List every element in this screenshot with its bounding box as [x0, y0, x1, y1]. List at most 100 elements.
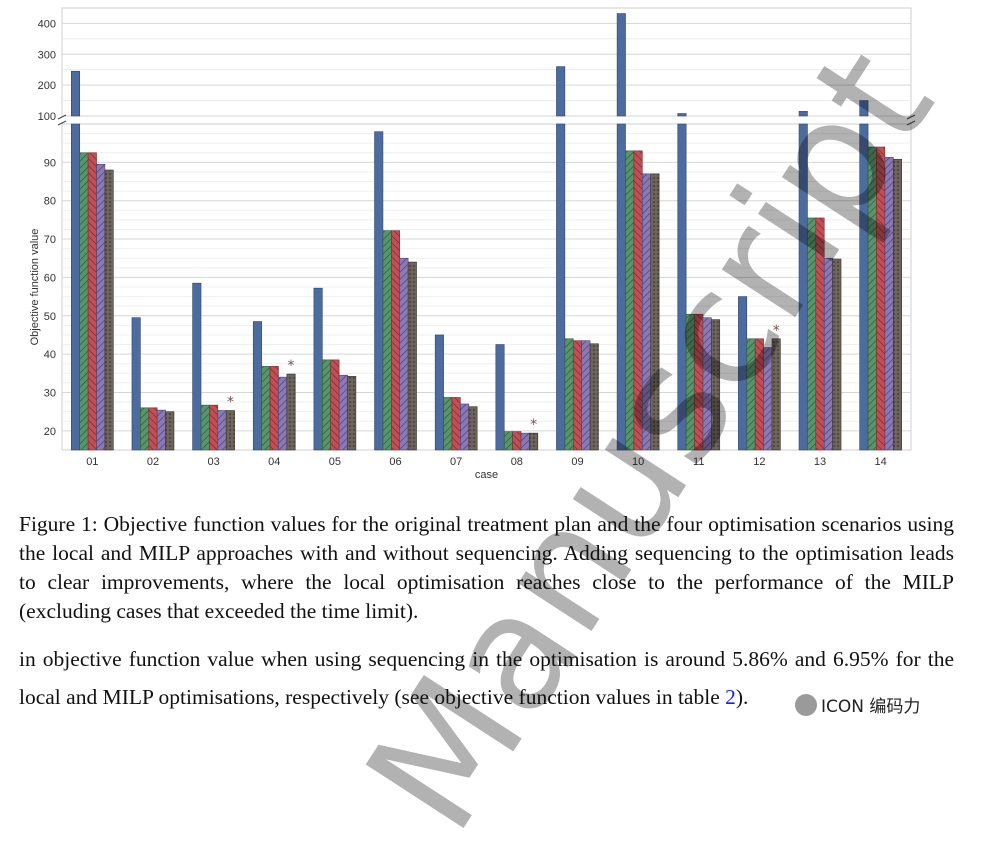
bar — [468, 406, 478, 451]
bar-upper — [677, 113, 687, 117]
bar — [278, 376, 288, 451]
bar — [209, 404, 219, 451]
bar — [261, 366, 271, 451]
bar — [503, 431, 513, 451]
bar — [520, 432, 530, 451]
x-tick-label: 04 — [268, 456, 280, 468]
bar — [131, 317, 141, 451]
y-tick-label: 100 — [38, 111, 56, 123]
bar-upper — [556, 66, 566, 117]
x-tick-label: 14 — [875, 456, 887, 468]
bar — [79, 152, 89, 451]
y-tick-label: 60 — [44, 272, 56, 284]
body-text-end: ). — [735, 685, 749, 709]
bar — [434, 334, 444, 451]
y-axis-label: Objective function value — [29, 229, 41, 346]
bar — [443, 397, 453, 451]
figure-caption: Figure 1: Objective function values for … — [19, 512, 954, 623]
table-reference-link[interactable]: 2 — [725, 685, 736, 709]
bar — [495, 344, 505, 451]
y-tick-label: 50 — [44, 311, 56, 323]
bar — [217, 410, 227, 451]
x-tick-label: 13 — [814, 456, 826, 468]
star-marker: * — [773, 323, 780, 339]
bars — [71, 13, 902, 451]
y-tick-label: 80 — [44, 196, 56, 208]
y-tick-label: 90 — [44, 157, 56, 169]
bar — [832, 258, 842, 451]
star-marker: * — [530, 417, 537, 433]
bar — [556, 123, 566, 451]
logo: ICON 编码力 — [795, 692, 920, 717]
x-tick-label: 10 — [632, 456, 644, 468]
y-tick-label: 40 — [44, 349, 56, 361]
bar — [200, 404, 210, 451]
bar — [374, 131, 384, 451]
bar — [330, 359, 340, 451]
x-tick-label: 09 — [571, 456, 583, 468]
bar — [771, 338, 781, 451]
upper-panel — [61, 7, 912, 117]
bar — [156, 409, 166, 451]
lower-plot-area — [61, 123, 912, 451]
y-tick-label: 400 — [38, 18, 56, 30]
bar — [148, 407, 158, 451]
bar — [391, 230, 401, 451]
bar — [512, 431, 522, 451]
bar-upper — [859, 100, 869, 117]
logo-text: ICON 编码力 — [821, 697, 921, 717]
bar — [460, 403, 470, 451]
bar — [399, 257, 409, 451]
x-tick-label: 02 — [147, 456, 159, 468]
axis-break-mark — [57, 120, 67, 126]
x-tick-label: 07 — [450, 456, 462, 468]
bar — [71, 123, 81, 451]
bar — [407, 261, 417, 451]
bar — [451, 397, 461, 451]
axis-break-mark — [57, 114, 67, 120]
bar — [347, 376, 357, 451]
bar — [96, 163, 106, 451]
bar — [529, 432, 539, 451]
x-tick-label: 11 — [693, 456, 704, 468]
upper-plot-area — [61, 7, 912, 117]
logo-icon — [795, 693, 817, 716]
bar-chart: 100 200 300 400 20 30 40 50 60 70 80 90 01 02 03 04 05 06… — [29, 7, 916, 481]
x-tick-label: 12 — [753, 456, 765, 468]
axis-break-mark — [906, 114, 916, 120]
bar — [677, 123, 687, 451]
x-axis-label: case — [475, 469, 498, 481]
bar — [338, 374, 348, 451]
bar — [87, 152, 97, 451]
bar — [589, 343, 599, 451]
y-tick-label: 300 — [38, 49, 56, 61]
bar — [382, 230, 392, 451]
bar — [192, 282, 202, 451]
bar — [286, 373, 296, 451]
x-tick-label: 05 — [329, 456, 341, 468]
bar — [711, 319, 721, 451]
x-tick-label: 03 — [207, 456, 219, 468]
body-text: in objective function value when using s… — [19, 647, 954, 709]
bar — [269, 366, 279, 451]
bar — [165, 411, 175, 451]
bar — [140, 407, 150, 451]
bar-upper — [798, 111, 808, 117]
body-paragraph: in objective function value when using s… — [19, 640, 954, 716]
bar — [104, 169, 114, 451]
star-marker: * — [227, 394, 234, 410]
bar — [321, 359, 331, 451]
bar-upper — [71, 70, 81, 117]
star-marker: * — [288, 358, 295, 374]
bar — [313, 287, 323, 451]
bar — [650, 173, 660, 451]
y-tick-label: 30 — [44, 387, 56, 399]
bar — [892, 158, 902, 451]
bar — [252, 321, 262, 451]
axis-labels: 100 200 300 400 20 30 40 50 60 70 80 90 01 02 03 04 05 06… — [29, 18, 916, 481]
bar — [225, 410, 235, 451]
bar-upper — [616, 13, 626, 117]
y-tick-label: 20 — [44, 426, 56, 438]
x-tick-label: 08 — [511, 456, 523, 468]
y-tick-label: 70 — [44, 234, 56, 246]
